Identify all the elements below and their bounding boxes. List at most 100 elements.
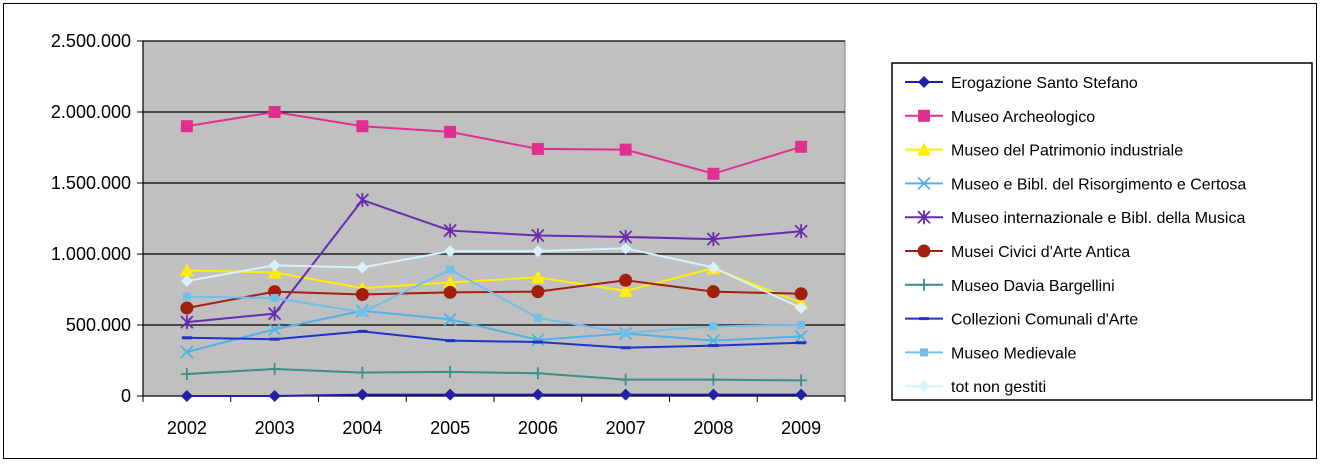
series-8 <box>182 265 806 337</box>
data-point <box>180 120 193 133</box>
series-6 <box>180 363 808 387</box>
legend-marker <box>919 317 929 321</box>
legend-marker <box>917 210 931 225</box>
y-tick-label: 1.000.000 <box>51 244 131 264</box>
x-tick-label: 2007 <box>606 418 646 438</box>
legend-entry: Collezioni Comunali d'Arte <box>905 312 1138 329</box>
legend-label: Erogazione Santo Stefano <box>951 75 1138 92</box>
data-point <box>706 285 720 299</box>
data-point <box>618 229 633 244</box>
legend-entry: Musei Civici d'Arte Antica <box>905 244 1130 261</box>
x-tick-label: 2009 <box>781 418 821 438</box>
legend-label: Museo internazionale e Bibl. della Music… <box>951 210 1245 227</box>
data-point <box>707 388 720 401</box>
data-point <box>444 125 457 138</box>
x-tick-label: 2005 <box>430 418 470 438</box>
data-point <box>356 366 369 379</box>
series-0 <box>180 388 808 402</box>
data-point <box>444 388 457 401</box>
legend-marker <box>918 380 930 393</box>
series-7 <box>181 329 807 350</box>
series-1 <box>180 106 808 180</box>
data-point <box>618 283 633 297</box>
legend-label: Museo Davia Bargellini <box>951 278 1115 295</box>
data-point <box>268 363 281 376</box>
x-tick-label: 2006 <box>518 418 558 438</box>
data-point <box>180 274 193 287</box>
data-point <box>267 265 282 279</box>
series-5 <box>180 273 808 315</box>
series-line <box>186 110 802 175</box>
data-point <box>530 270 545 284</box>
data-point <box>795 388 808 401</box>
data-point <box>794 329 808 343</box>
data-point <box>794 287 808 301</box>
data-point <box>794 224 808 239</box>
legend-entry: Museo Medievale <box>905 345 1077 362</box>
legend-entry: Museo e Bibl. del Risorgimento e Certosa <box>905 176 1246 193</box>
data-point <box>180 367 193 380</box>
data-point <box>444 245 457 258</box>
legend: Erogazione Santo Stefano Museo Archeologi… <box>891 62 1313 401</box>
data-point <box>443 223 457 238</box>
series-line <box>186 279 802 309</box>
legend-marker <box>917 176 931 191</box>
gridlines <box>143 40 845 326</box>
series-line <box>186 330 802 349</box>
x-tick-label: 2004 <box>342 418 382 438</box>
data-point <box>267 306 282 321</box>
data-point <box>706 232 721 247</box>
data-point <box>532 340 543 344</box>
legend-label: Museo del Patrimonio industriale <box>951 143 1183 160</box>
legend-marker <box>917 244 931 258</box>
data-point <box>707 261 720 274</box>
series-line <box>186 267 802 304</box>
data-point <box>356 261 369 274</box>
series-4 <box>180 193 808 330</box>
data-point <box>531 228 545 243</box>
y-tick-label: 2.500.000 <box>51 31 131 51</box>
data-point <box>268 259 281 272</box>
data-point <box>268 390 281 402</box>
legend-entry: Museo Archeologico <box>905 109 1095 126</box>
data-point <box>180 390 193 402</box>
data-point <box>531 245 544 258</box>
series-line <box>186 268 802 334</box>
legend-entry: tot non gestiti <box>905 379 1046 396</box>
data-point <box>356 120 369 133</box>
data-point <box>533 313 542 322</box>
legend-marker <box>918 278 930 291</box>
data-point <box>795 374 808 387</box>
data-point <box>795 140 808 153</box>
legend-label: tot non gestiti <box>951 379 1046 396</box>
data-point <box>531 367 544 380</box>
data-point <box>796 341 807 345</box>
legend-label: Musei Civici d'Arte Antica <box>951 244 1130 261</box>
data-point <box>531 388 544 401</box>
data-point <box>619 143 632 156</box>
data-point <box>620 346 631 350</box>
legend-label: Museo e Bibl. del Risorgimento e Certosa <box>951 176 1246 193</box>
series-line <box>186 309 802 353</box>
data-point <box>355 193 370 208</box>
data-point <box>443 285 457 299</box>
series-line <box>186 247 802 309</box>
data-point <box>621 328 630 337</box>
data-point <box>445 339 456 343</box>
plot-area <box>142 40 846 397</box>
data-point <box>619 242 632 255</box>
x-axis: 2002 2003 2004 2005 2006 2007 2008 2009 <box>142 395 846 438</box>
y-tick-label: 2.000.000 <box>51 102 131 122</box>
data-point <box>709 322 718 331</box>
data-point <box>619 388 632 401</box>
data-point <box>180 345 194 359</box>
legend-marker <box>918 109 930 122</box>
series-group <box>179 106 809 402</box>
x-tick-label: 2003 <box>255 418 295 438</box>
x-tick-label: 2008 <box>693 418 733 438</box>
data-point <box>797 321 806 329</box>
data-point <box>357 329 368 333</box>
data-point <box>179 263 194 277</box>
data-point <box>356 388 369 401</box>
